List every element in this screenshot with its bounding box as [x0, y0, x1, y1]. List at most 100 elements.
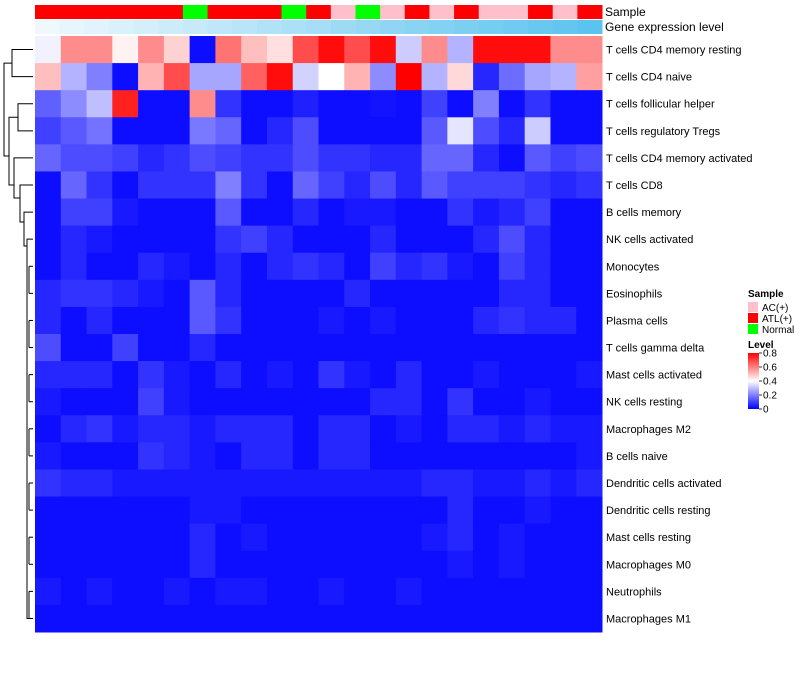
sample-cell	[109, 5, 134, 19]
heatmap-cell	[35, 199, 61, 227]
heatmap-cell	[422, 442, 448, 470]
sample-legend-title: Sample	[748, 289, 784, 300]
heatmap-cell	[499, 63, 525, 91]
heatmap-cell	[319, 578, 345, 606]
heatmap-cell	[87, 388, 113, 416]
heatmap-cell	[215, 307, 241, 335]
heatmap-cell	[550, 415, 576, 443]
heatmap-cell	[319, 36, 345, 64]
heatmap-cell	[550, 90, 576, 118]
heatmap-cell	[473, 497, 499, 525]
heatmap-cell	[215, 334, 241, 362]
heatmap-cell	[370, 442, 396, 470]
heatmap-cell	[112, 361, 138, 389]
heatmap-cell	[215, 442, 241, 470]
heatmap-cell	[241, 361, 267, 389]
level-ticks: 0.80.60.40.20	[759, 349, 777, 416]
heatmap-cell	[61, 442, 87, 470]
row-label: Mast cells activated	[606, 370, 702, 382]
heatmap-cell	[87, 90, 113, 118]
heatmap-cell	[164, 117, 190, 145]
heatmap-cell	[473, 524, 499, 552]
heatmap-cell	[422, 63, 448, 91]
heatmap-cell	[576, 442, 602, 470]
heatmap-cell	[112, 253, 138, 281]
heatmap-cell	[241, 442, 267, 470]
heatmap-cell	[35, 578, 61, 606]
heatmap-cell	[499, 388, 525, 416]
heatmap-cell	[396, 90, 422, 118]
heatmap-cell	[550, 605, 576, 633]
heatmap-cell	[241, 280, 267, 308]
heatmap-cell	[293, 524, 319, 552]
heatmap-cell	[35, 117, 61, 145]
heatmap-cell	[164, 605, 190, 633]
heatmap-cell	[164, 361, 190, 389]
heatmap-cell	[576, 226, 602, 254]
heatmap-cell	[319, 253, 345, 281]
heatmap-cell	[190, 334, 216, 362]
heatmap-cell	[550, 199, 576, 227]
heatmap-cell	[164, 388, 190, 416]
heatmap-cell	[112, 144, 138, 172]
heatmap-cell	[241, 469, 267, 497]
heatmap-cell	[87, 171, 113, 199]
heatmap-cell	[370, 253, 396, 281]
heatmap-cell	[215, 605, 241, 633]
heatmap-cell	[473, 551, 499, 579]
heatmap-cell	[164, 307, 190, 335]
heatmap-cell	[525, 36, 551, 64]
heatmap-cell	[499, 551, 525, 579]
heatmap-cell	[61, 605, 87, 633]
row-label: Neutrophils	[606, 586, 662, 598]
heatmap-cell	[293, 605, 319, 633]
heatmap-cell	[319, 524, 345, 552]
sample-cell	[479, 5, 504, 19]
heatmap-cell	[319, 199, 345, 227]
heatmap-cell	[138, 171, 164, 199]
heatmap-cell	[473, 307, 499, 335]
heatmap-cell	[499, 578, 525, 606]
heatmap-cell	[422, 334, 448, 362]
row-label: T cells regulatory Tregs	[606, 126, 721, 138]
row-label: Monocytes	[606, 261, 660, 273]
heatmap-cell	[396, 63, 422, 91]
heatmap-cell	[525, 442, 551, 470]
heatmap-cell	[112, 171, 138, 199]
gene-level-cell	[577, 20, 602, 34]
heatmap-cell	[138, 388, 164, 416]
heatmap-cell	[525, 171, 551, 199]
row-label: Dendritic cells activated	[606, 478, 722, 490]
heatmap-cell	[138, 144, 164, 172]
heatmap-cell	[550, 524, 576, 552]
heatmap-cell	[61, 469, 87, 497]
heatmap-cell	[422, 361, 448, 389]
heatmap-cell	[267, 226, 293, 254]
legend-swatch-normal	[748, 324, 758, 334]
sample-cell	[405, 5, 430, 19]
heatmap-cell	[550, 388, 576, 416]
heatmap-cell	[138, 469, 164, 497]
heatmap-cell	[241, 497, 267, 525]
sample-cell	[355, 5, 380, 19]
gene-level-cell	[282, 20, 307, 34]
heatmap-cell	[319, 171, 345, 199]
heatmap-cell	[319, 63, 345, 91]
heatmap-cell	[550, 334, 576, 362]
heatmap-cell	[447, 469, 473, 497]
heatmap-cell	[241, 388, 267, 416]
heatmap-cell	[87, 307, 113, 335]
heatmap-cell	[293, 497, 319, 525]
heatmap-cell	[525, 361, 551, 389]
heatmap-cell	[370, 334, 396, 362]
heatmap-cell	[473, 361, 499, 389]
heatmap-cell	[473, 171, 499, 199]
heatmap-cell	[422, 307, 448, 335]
heatmap-cell	[370, 171, 396, 199]
heatmap-cell	[138, 307, 164, 335]
heatmap-cell	[447, 117, 473, 145]
heatmap-cell	[319, 226, 345, 254]
row-label: Mast cells resting	[606, 532, 691, 544]
heatmap-cell	[473, 415, 499, 443]
level-tick-label: 0.8	[763, 349, 777, 360]
